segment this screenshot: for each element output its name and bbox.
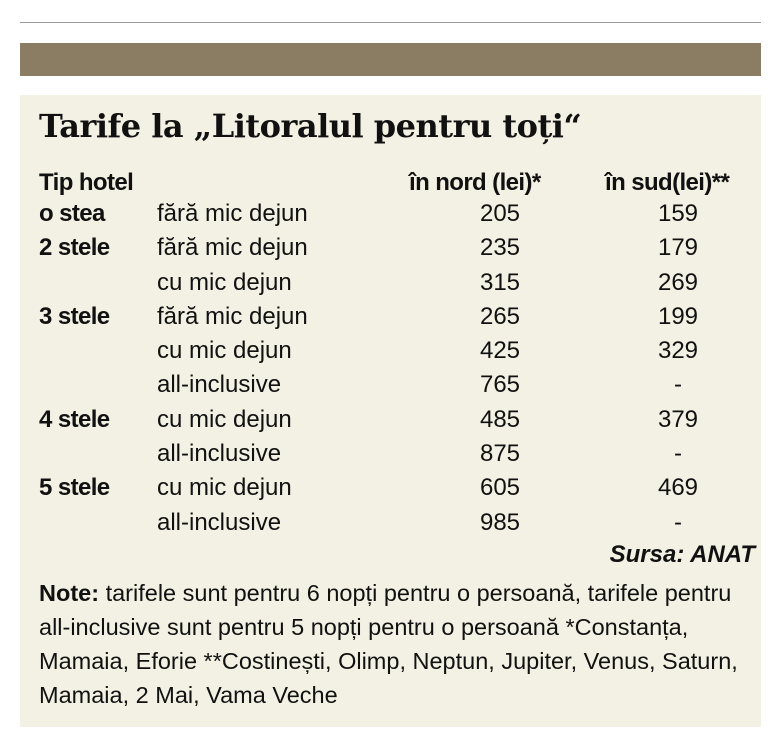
nord-price-cell: 235 [479,234,521,262]
nord-price-cell: 875 [479,440,521,468]
sud-price-cell: 159 [657,200,699,227]
column-header-type: Tip hotel [39,169,134,196]
meal-plan-cell: cu mic dejun [157,337,292,365]
sud-price-cell: - [674,508,682,536]
table-row: all-inclusive 875 - [20,439,761,473]
hotel-type-cell: o stea [39,200,105,227]
sud-price-cell: 329 [657,337,699,365]
notes-text: tarifele sunt pentru 6 nopți pentru o pe… [39,580,738,708]
top-divider [20,22,761,23]
nord-price-cell: 425 [479,337,521,365]
sud-price-cell: - [674,371,682,399]
sud-price-cell: 269 [657,268,699,296]
table-row: cu mic dejun 315 269 [20,268,761,302]
table-row: 4 stele cu mic dejun 485 379 [20,405,761,439]
hotel-type-cell: 2 stele [39,234,110,262]
nord-price-cell: 605 [479,474,521,502]
table-title: Tarife la „Litoralul pentru toți“ [39,107,582,145]
meal-plan-cell: fără mic dejun [157,302,308,330]
hotel-type-cell: 5 stele [39,474,110,502]
notes-paragraph: Note: tarifele sunt pentru 6 nopți pentr… [39,576,759,712]
nord-price-cell: 315 [479,268,521,296]
meal-plan-cell: cu mic dejun [157,268,292,296]
meal-plan-cell: all-inclusive [157,371,282,399]
meal-plan-cell: all-inclusive [157,440,282,468]
nord-price-cell: 205 [479,200,521,227]
table-row: 2 stele fără mic dejun 235 179 [20,233,761,267]
hotel-type-cell: 4 stele [39,405,110,433]
sud-price-cell: 379 [657,405,699,433]
notes-label: Note: [39,580,100,606]
rates-panel: Tarife la „Litoralul pentru toți“ Tip ho… [20,95,761,727]
source-credit: Sursa: ANAT [609,541,755,568]
column-header-sud: în sud(lei)** [605,169,730,196]
table-row: all-inclusive 985 - [20,508,761,542]
sud-price-cell: - [674,440,682,468]
table-row: 5 stele cu mic dejun 605 469 [20,473,761,507]
table-row: 3 stele fără mic dejun 265 199 [20,302,761,336]
nord-price-cell: 485 [479,405,521,433]
meal-plan-cell: cu mic dejun [157,405,292,433]
meal-plan-cell: all-inclusive [157,508,282,536]
meal-plan-cell: cu mic dejun [157,474,292,502]
sud-price-cell: 199 [657,302,699,330]
meal-plan-cell: fără mic dejun [157,234,308,262]
meal-plan-cell: fără mic dejun [157,200,308,227]
nord-price-cell: 765 [479,371,521,399]
rates-table-body: o stea fără mic dejun 205 159 2 stele fă… [20,199,761,542]
table-row: o stea fără mic dejun 205 159 [20,199,761,233]
sud-price-cell: 469 [657,474,699,502]
nord-price-cell: 265 [479,302,521,330]
sud-price-cell: 179 [657,234,699,262]
hotel-type-cell: 3 stele [39,302,110,330]
table-row: all-inclusive 765 - [20,370,761,404]
column-header-nord: în nord (lei)* [409,169,541,196]
table-row: cu mic dejun 425 329 [20,336,761,370]
nord-price-cell: 985 [479,508,521,536]
header-color-bar [20,43,761,76]
